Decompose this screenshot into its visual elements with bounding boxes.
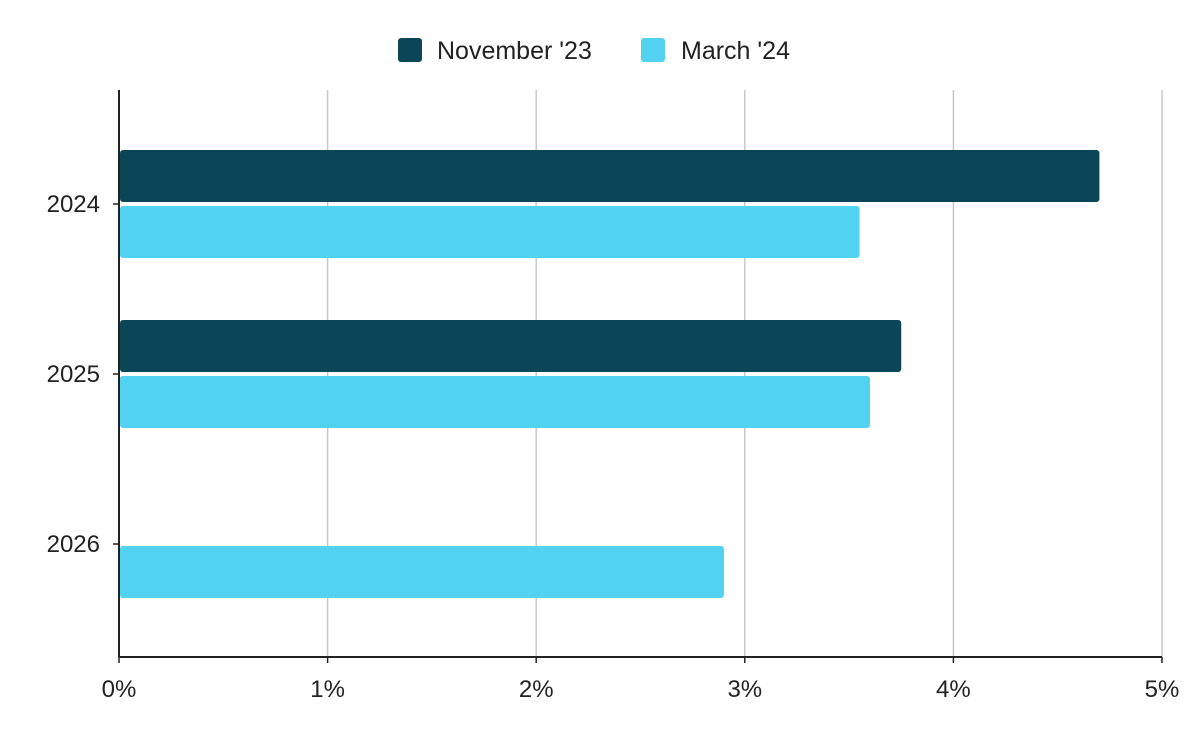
y-tick-label: 2024 <box>47 191 100 218</box>
y-tick-label: 2025 <box>47 361 100 388</box>
bar-november-23-2025 <box>120 320 902 372</box>
bar-march-24-2025 <box>120 376 870 428</box>
x-tick-label: 5% <box>1145 676 1180 703</box>
x-tick-label: 0% <box>102 676 137 703</box>
bars <box>120 150 1100 598</box>
axes <box>113 90 1163 663</box>
tick-labels: 0% 1% 2% 3% 4% 5% 2024 2025 2026 <box>47 191 1180 703</box>
legend-swatch <box>398 38 422 62</box>
bar-march-24-2024 <box>120 206 860 258</box>
x-tick-label: 1% <box>310 676 345 703</box>
x-tick-label: 4% <box>936 676 971 703</box>
legend-label: March '24 <box>681 37 790 65</box>
legend: November '23 March '24 <box>398 37 790 65</box>
legend-swatch <box>641 38 665 62</box>
bar-march-24-2026 <box>120 546 724 598</box>
legend-label: November '23 <box>437 37 592 65</box>
x-tick-label: 2% <box>519 676 554 703</box>
bar-november-23-2024 <box>120 150 1100 202</box>
x-tick-label: 3% <box>727 676 762 703</box>
y-tick-label: 2026 <box>47 531 100 558</box>
